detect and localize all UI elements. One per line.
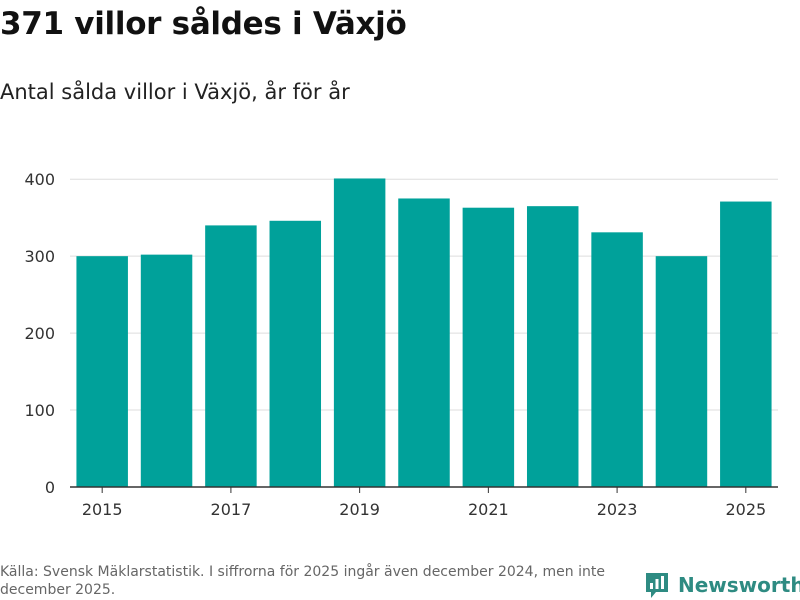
x-tick-label: 2023 [597,500,638,519]
x-tick-label: 2021 [468,500,509,519]
y-tick-label: 300 [24,247,55,266]
bars [76,178,772,488]
y-tick-label: 200 [24,324,55,343]
chart-subtitle: Antal sålda villor i Växjö, år för år [0,80,350,104]
bar-2021 [462,207,515,487]
bar-2015 [76,256,128,487]
y-axis-ticks: 0 100 200 300 400 [24,170,55,497]
x-tick-label: 2017 [211,500,252,519]
y-tick-label: 400 [24,170,55,189]
y-tick-label: 100 [24,401,55,420]
bar-2018 [269,220,322,487]
chart-title: 371 villor såldes i Växjö [0,6,407,42]
bar-2017 [205,225,257,487]
bar-chart: 0 100 200 300 400 2015 2017 2019 2021 2023 2025 [24,170,778,519]
brand-name: Newsworthy [678,573,800,597]
y-tick-label: 0 [45,478,55,497]
bar-2022 [526,206,579,487]
bar-2025 [720,201,772,488]
x-tick-label: 2025 [725,500,766,519]
bar-2016 [140,254,193,487]
bar-chart-icon [646,573,668,598]
bar-2023 [591,232,643,487]
x-tick-label: 2019 [339,500,380,519]
brand-logo[interactable]: Newsworthy [644,570,800,600]
bar-2020 [398,198,450,487]
source-note: Källa: Svensk Mäklarstatistik. I siffror… [0,564,605,598]
bar-2019 [333,178,386,487]
bar-2024 [655,256,708,487]
x-axis-ticks: 2015 2017 2019 2021 2023 2025 [82,487,766,519]
x-tick-label: 2015 [82,500,123,519]
